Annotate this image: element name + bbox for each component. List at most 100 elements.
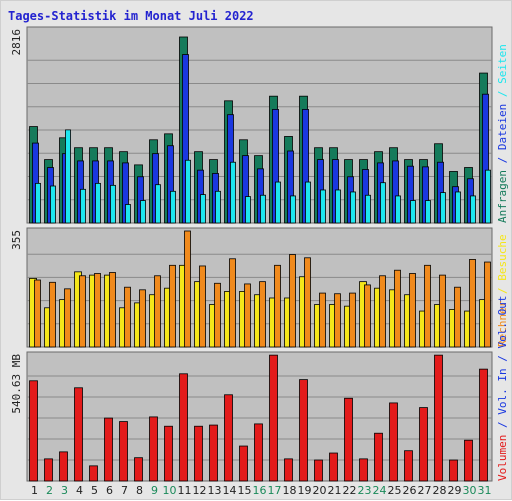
day-label: 28 — [433, 484, 447, 497]
bar-rechner-day-22 — [349, 292, 356, 348]
panel-2: 355 — [10, 227, 493, 348]
bar-rechner-day-10 — [169, 264, 176, 348]
bar-seiten-day-5 — [95, 182, 101, 224]
bar-seiten-day-26 — [410, 200, 416, 224]
bar-seiten-day-23 — [365, 194, 371, 224]
right-label-part: Dateien — [496, 104, 509, 150]
day-label: 27 — [418, 484, 432, 497]
bar-volumen-day-29 — [449, 459, 458, 482]
bar-volumen-day-30 — [464, 439, 473, 482]
bar-volumen-day-22 — [344, 397, 353, 482]
bar-seiten-day-31 — [485, 169, 491, 224]
bar-volumen-day-17 — [269, 354, 278, 482]
bar-volumen-day-26 — [404, 450, 413, 482]
bar-seiten-day-11 — [185, 159, 191, 224]
bar-seiten-day-29 — [455, 191, 461, 224]
bar-rechner-day-3 — [64, 288, 71, 348]
right-label-part: Vol. In — [496, 368, 509, 414]
day-label: 2 — [46, 484, 53, 497]
bar-rechner-day-20 — [319, 292, 326, 348]
bar-volumen-day-11 — [179, 373, 188, 482]
bar-rechner-day-18 — [289, 254, 296, 348]
bar-volumen-day-6 — [104, 417, 113, 482]
bar-seiten-day-22 — [350, 191, 356, 224]
bar-rechner-day-5 — [94, 273, 101, 348]
bar-seiten-day-9 — [155, 184, 161, 224]
bar-seiten-day-16 — [260, 194, 266, 224]
bar-seiten-day-1 — [35, 182, 41, 224]
bar-seiten-day-17 — [275, 181, 281, 224]
chart-title: Tages-Statistik im Monat Juli 2022 — [8, 9, 254, 23]
bar-rechner-day-31 — [484, 261, 491, 348]
bar-rechner-day-28 — [439, 274, 446, 348]
bar-volumen-day-20 — [314, 459, 323, 482]
bar-volumen-day-12 — [194, 425, 203, 482]
bar-volumen-day-31 — [479, 368, 488, 482]
bar-volumen-day-24 — [374, 432, 383, 482]
series-rechner — [34, 230, 491, 348]
bar-seiten-day-14 — [230, 161, 236, 224]
day-label: 21 — [328, 484, 342, 497]
bar-rechner-day-21 — [334, 293, 341, 348]
bar-seiten-day-6 — [110, 184, 116, 224]
bar-volumen-day-27 — [419, 407, 428, 482]
day-label: 31 — [478, 484, 492, 497]
bar-rechner-day-2 — [49, 281, 56, 348]
day-label: 5 — [91, 484, 98, 497]
bar-rechner-day-29 — [454, 286, 461, 348]
day-label: 29 — [448, 484, 462, 497]
bar-rechner-day-1 — [34, 279, 41, 348]
bar-seiten-day-13 — [215, 190, 221, 224]
bar-rechner-day-19 — [304, 257, 311, 348]
bar-volumen-day-23 — [359, 458, 368, 482]
bar-rechner-day-7 — [124, 286, 131, 348]
day-label: 17 — [268, 484, 282, 497]
day-label: 23 — [358, 484, 372, 497]
bar-volumen-day-5 — [89, 465, 98, 482]
day-label: 25 — [388, 484, 402, 497]
right-label-panel-1: Anfragen / Dateien / Seiten — [496, 44, 509, 223]
day-label: 6 — [106, 484, 113, 497]
bar-volumen-day-15 — [239, 445, 248, 482]
bar-volumen-day-2 — [44, 458, 53, 482]
day-label: 3 — [61, 484, 68, 497]
day-label: 13 — [208, 484, 222, 497]
y-max-label: 2816 — [10, 29, 23, 56]
bar-rechner-day-30 — [469, 259, 476, 348]
bar-seiten-day-30 — [470, 195, 476, 224]
right-label-panel-2: Rechner / Besuche — [496, 234, 509, 347]
day-label: 20 — [313, 484, 327, 497]
x-day-labels: 1 2 3 4 5 6 7 8 9 10 11 12 13 14 15 16 17 18 19 20 21 22 23 24 2… — [31, 484, 492, 497]
bar-volumen-day-4 — [74, 387, 83, 482]
bar-rechner-day-26 — [409, 273, 416, 348]
day-label: 15 — [238, 484, 252, 497]
day-label: 26 — [403, 484, 417, 497]
right-label-part: / — [496, 415, 509, 435]
bar-seiten-day-2 — [50, 185, 56, 224]
bar-volumen-day-13 — [209, 424, 218, 482]
bar-rechner-day-9 — [154, 275, 161, 348]
bar-volumen-day-18 — [284, 458, 293, 482]
bar-volumen-day-3 — [59, 451, 68, 482]
day-label: 14 — [223, 484, 237, 497]
bar-volumen-day-7 — [119, 421, 128, 482]
right-label-part: Vol. Out — [496, 296, 509, 349]
right-label-part: Volumen — [496, 435, 509, 481]
bar-volumen-day-25 — [389, 402, 398, 482]
bar-seiten-day-8 — [140, 200, 146, 224]
bar-seiten-day-24 — [380, 182, 386, 224]
day-label: 22 — [343, 484, 357, 497]
bar-rechner-day-24 — [379, 275, 386, 348]
bar-rechner-day-4 — [79, 275, 86, 348]
day-label: 16 — [253, 484, 267, 497]
day-label: 18 — [283, 484, 297, 497]
right-label-part: / — [496, 349, 509, 369]
day-label: 4 — [76, 484, 83, 497]
day-label: 8 — [136, 484, 143, 497]
bar-volumen-day-16 — [254, 423, 263, 482]
bar-seiten-day-10 — [170, 190, 176, 224]
bar-seiten-day-28 — [440, 192, 446, 224]
day-label: 7 — [121, 484, 128, 497]
right-label-part: Seiten — [496, 44, 509, 84]
